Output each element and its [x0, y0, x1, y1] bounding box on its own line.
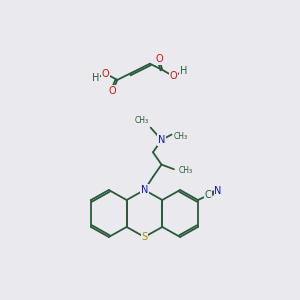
Text: N: N	[158, 135, 165, 145]
Text: N: N	[214, 186, 222, 196]
Text: O: O	[102, 69, 110, 79]
Text: CH₃: CH₃	[174, 132, 188, 141]
Text: O: O	[109, 86, 116, 96]
Text: S: S	[141, 232, 148, 242]
Text: CH₃: CH₃	[134, 116, 148, 125]
Text: N: N	[141, 185, 148, 195]
Text: H: H	[92, 73, 99, 83]
Text: H: H	[179, 66, 187, 76]
Text: C: C	[205, 190, 212, 200]
Text: CH₃: CH₃	[178, 166, 193, 175]
Text: O: O	[155, 54, 163, 64]
Text: O: O	[169, 71, 177, 81]
